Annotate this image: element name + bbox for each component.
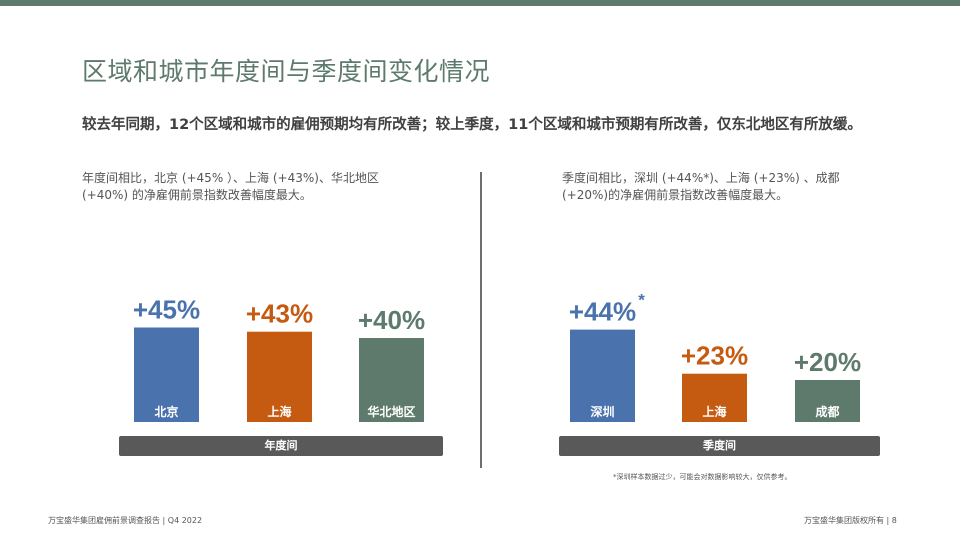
yoy-value-label-2: +43% (246, 299, 313, 329)
qoq-asterisk-marker: * (638, 291, 645, 310)
qoq-value-label-1: +44% (569, 297, 636, 327)
yoy-category-label-1: 北京 (154, 404, 178, 419)
footnote: *深圳样本数据过少，可能会对数据影响较大，仅供参考。 (613, 473, 792, 481)
yoy-bar-2 (247, 331, 312, 422)
year-over-year-axis-label: 年度间 (119, 436, 443, 456)
summary-text: 较去年同期，12个区域和城市的雇佣预期均有所改善；较上季度，11个区域和城市预期… (82, 117, 862, 133)
year-over-year-description: 年度间相比，北京 (+45% ）、上海 (+43%)、华北地区 (+40%) 的… (82, 171, 379, 202)
qoq-bar-3 (795, 380, 860, 422)
yoy-value-label-3: +40% (358, 305, 425, 335)
quarter-over-quarter-axis-label: 季度间 (559, 436, 880, 456)
yoy-value-label-1: +45% (133, 295, 200, 325)
qoq-category-label-3: 成都 (815, 404, 839, 419)
qoq-value-label-2: +23% (681, 341, 748, 371)
section-divider (480, 172, 482, 468)
qoq-category-label-1: 深圳 (590, 404, 614, 419)
qoq-value-label-3: +20% (794, 347, 861, 377)
page-title: 区域和城市年度间与季度间变化情况 (82, 57, 491, 86)
yoy-bar-1 (134, 327, 199, 422)
footer-copyright: 万宝盛华集团版权所有 | 8 (804, 516, 897, 525)
yoy-category-label-3: 华北地区 (367, 404, 415, 419)
qoq-bar-2 (682, 373, 747, 422)
top-accent-bar (0, 0, 960, 6)
qoq-category-label-2: 上海 (702, 404, 726, 419)
footer-report-title: 万宝盛华集团雇佣前景调查报告 | Q4 2022 (48, 516, 203, 525)
quarter-over-quarter-description: 季度间相比，深圳 (+44%*)、上海 (+23%) 、成都 (+20%)的净雇… (562, 171, 840, 202)
yoy-category-label-2: 上海 (267, 404, 291, 419)
qoq-bar-1 (570, 329, 635, 422)
yoy-bar-3 (359, 338, 424, 422)
